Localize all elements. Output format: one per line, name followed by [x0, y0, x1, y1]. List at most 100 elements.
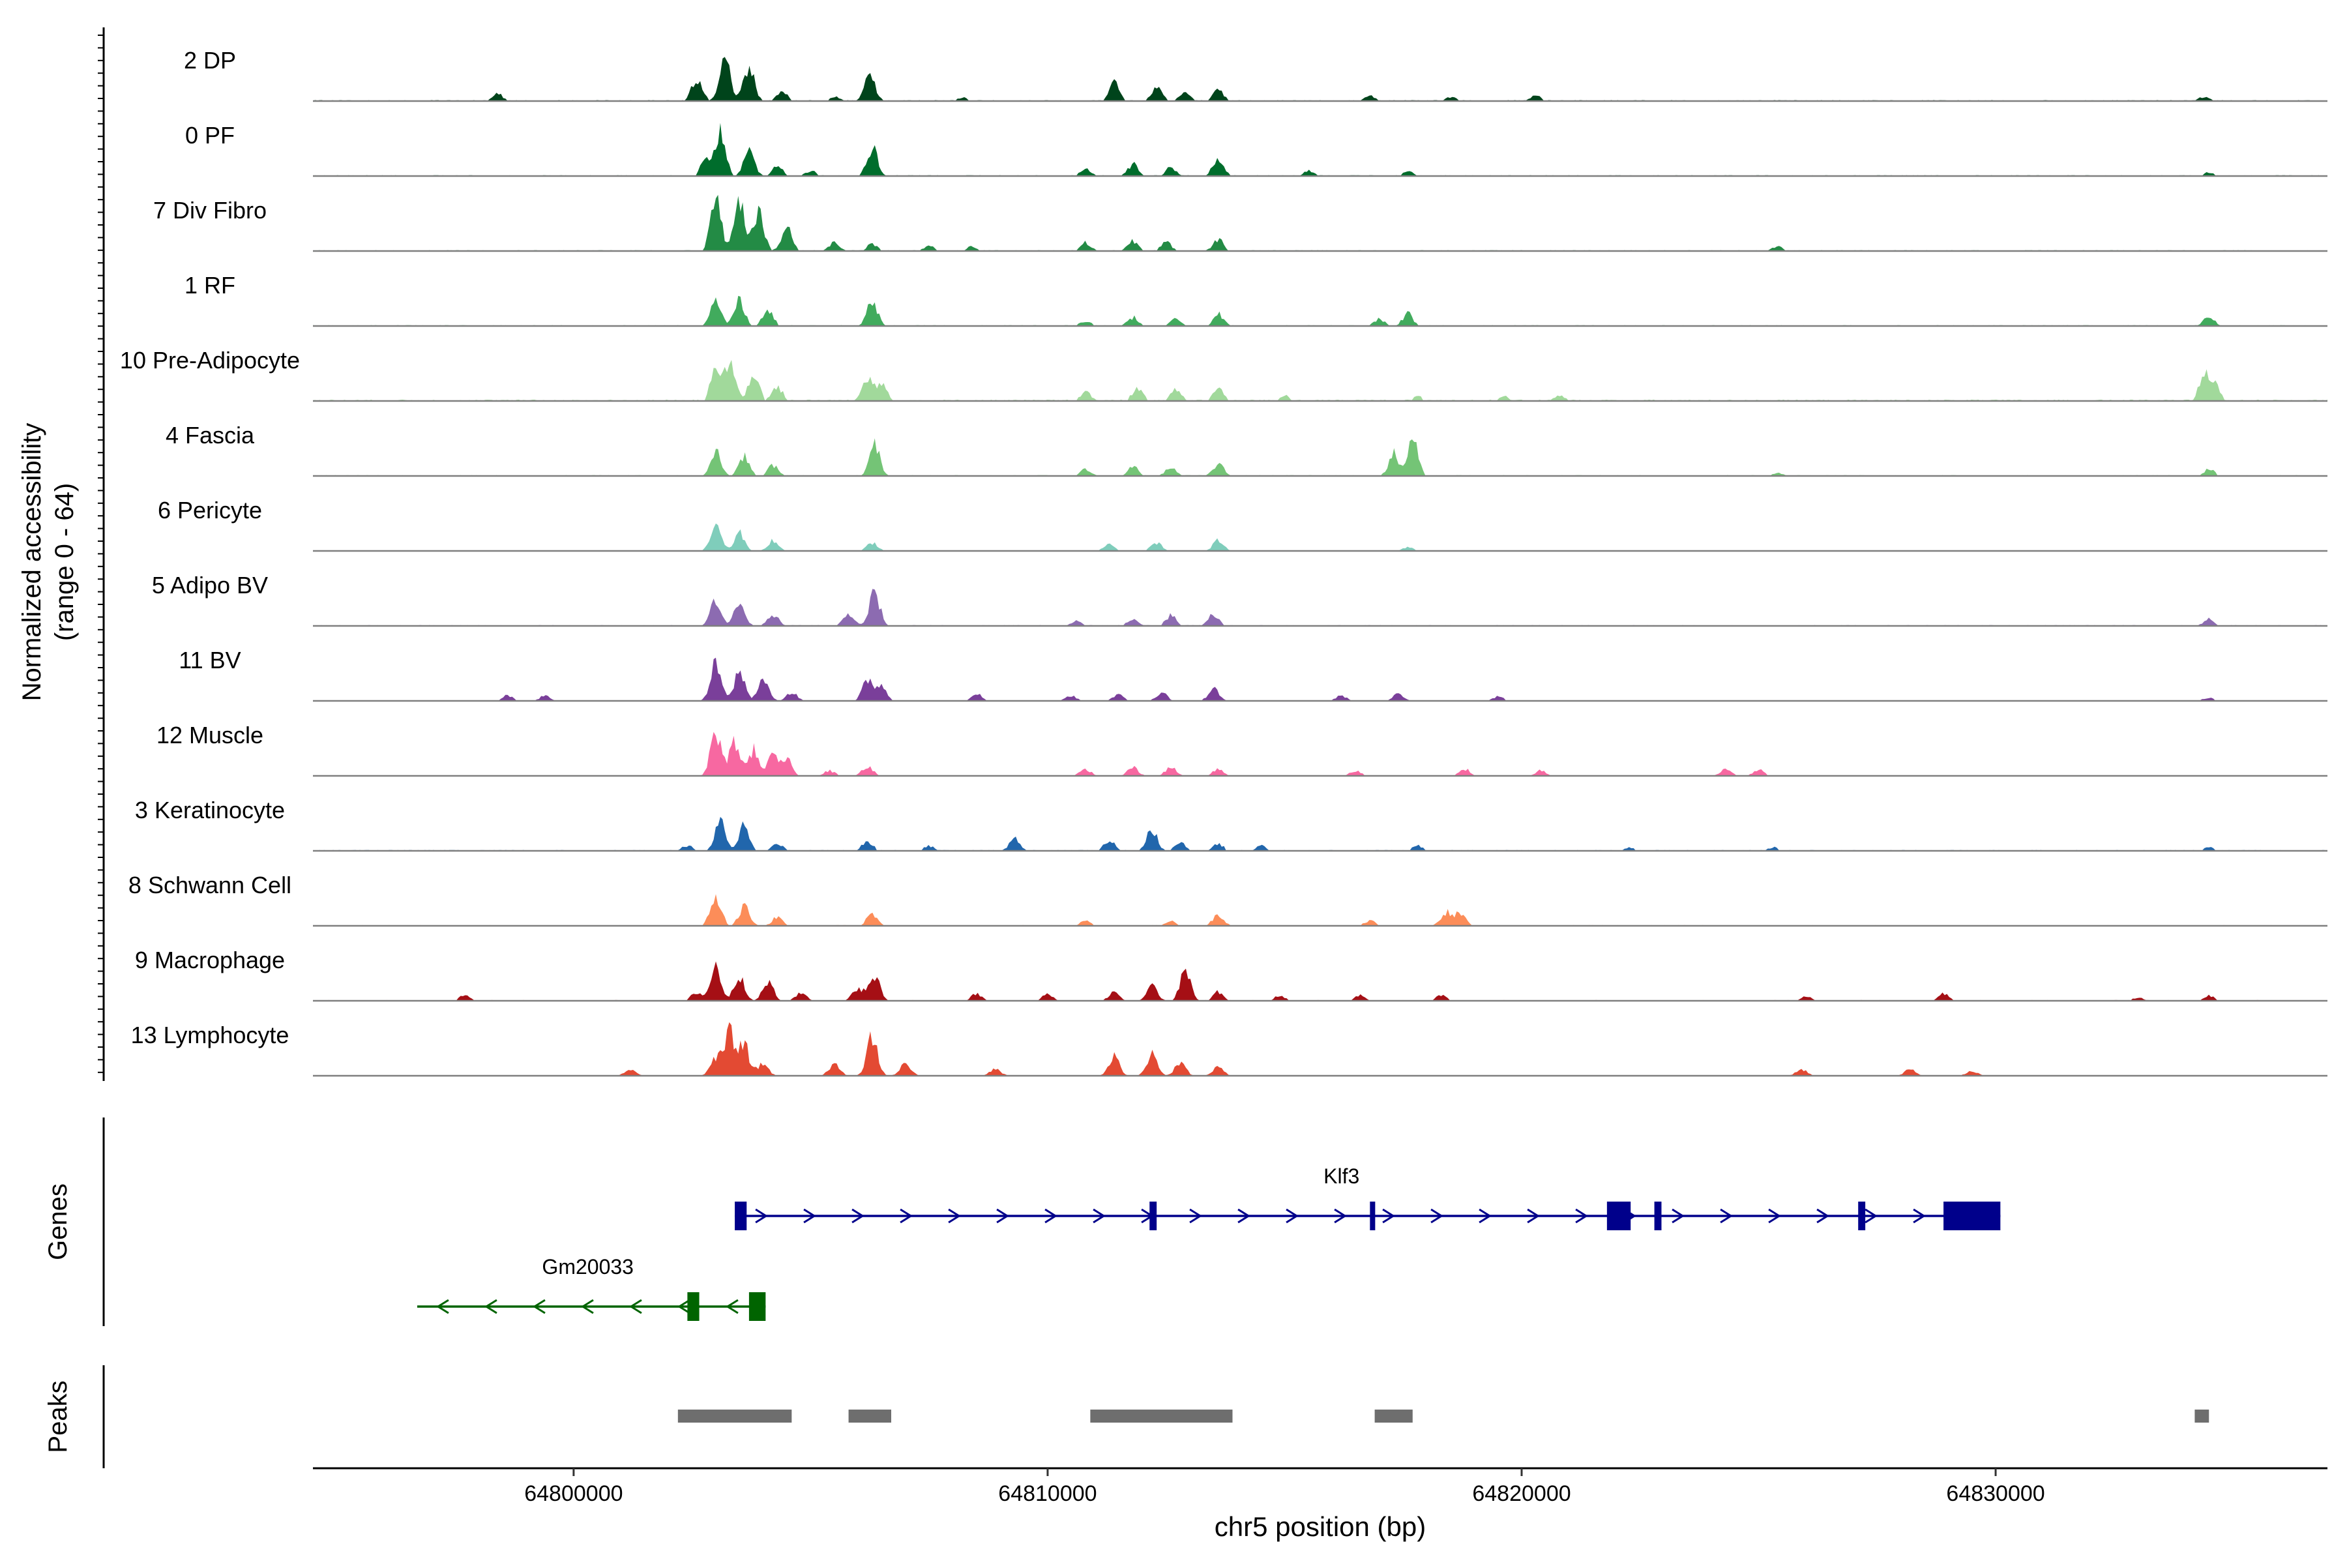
strand-chevron: [996, 1208, 1009, 1224]
peak-region: [848, 1410, 892, 1423]
strand-chevron: [1527, 1208, 1540, 1224]
coverage-area: [313, 295, 2327, 326]
track-label: 2 DP: [184, 47, 236, 74]
genes-panel-label: Genes: [44, 1183, 72, 1260]
strand-chevron: [1865, 1208, 1878, 1224]
peak-region: [1090, 1410, 1233, 1423]
track-5: 10 Pre-Adipocyte: [120, 347, 2327, 402]
accessibility-axis: [98, 27, 105, 1081]
strand-chevron: [1044, 1208, 1057, 1224]
track-9: 11 BV: [179, 647, 2327, 702]
coverage-tracks: 2 DP 0 PF 7 Div Fibro 1 RF 10 Pre-Adipocyte 4…: [120, 47, 2327, 1077]
track-7: 6 Pericyte: [158, 497, 2327, 552]
track-label: 0 PF: [185, 122, 235, 149]
coverage-area: [313, 961, 2327, 1001]
y-axis-label-line1: Normalized accessibility: [18, 423, 46, 702]
track-4: 1 RF: [185, 272, 2327, 327]
genes-track: Klf3 Gm20033: [417, 1164, 2001, 1321]
x-tick-label: 64810000: [998, 1481, 1097, 1506]
track-14: 13 Lymphocyte: [131, 1022, 2327, 1077]
track-label: 5 Adipo BV: [152, 572, 268, 599]
strand-chevron: [1816, 1208, 1829, 1224]
exon: [1149, 1202, 1157, 1230]
track-label: 8 Schwann Cell: [128, 872, 291, 898]
track-13: 9 Macrophage: [135, 947, 2327, 1002]
coverage-area: [313, 360, 2327, 401]
strand-chevron: [629, 1299, 642, 1314]
peaks-track: [677, 1410, 2209, 1423]
track-label: 4 Fascia: [166, 422, 255, 449]
gene-gm20033: Gm20033: [417, 1255, 766, 1321]
peak-region: [1374, 1410, 1413, 1423]
x-tick-label: 64800000: [524, 1481, 623, 1506]
exon: [1370, 1202, 1376, 1230]
strand-chevron: [1575, 1208, 1588, 1224]
track-label: 9 Macrophage: [135, 947, 285, 973]
coverage-area: [313, 123, 2327, 176]
strand-chevron: [1672, 1208, 1685, 1224]
x-axis: 64800000 64810000 64820000 64830000: [524, 1468, 2045, 1506]
strand-chevron: [484, 1299, 497, 1314]
strand-chevron: [900, 1208, 913, 1224]
exon: [735, 1202, 747, 1230]
strand-chevron: [533, 1299, 546, 1314]
strand-chevron: [726, 1299, 739, 1314]
peaks-panel-label: Peaks: [44, 1380, 72, 1453]
track-11: 3 Keratinocyte: [135, 797, 2327, 852]
track-label: 7 Div Fibro: [153, 197, 267, 224]
gene-name: Klf3: [1323, 1164, 1359, 1188]
coverage-area: [313, 1022, 2327, 1076]
coverage-area: [313, 194, 2327, 251]
x-tick-label: 64820000: [1472, 1481, 1571, 1506]
x-axis-label: chr5 position (bp): [1215, 1511, 1426, 1542]
gene-klf3: Klf3: [735, 1164, 2001, 1230]
track-6: 4 Fascia: [166, 422, 2327, 477]
coverage-area: [313, 589, 2327, 626]
strand-chevron: [677, 1299, 690, 1314]
coverage-area: [313, 816, 2327, 851]
exon: [687, 1292, 700, 1321]
track-label: 6 Pericyte: [158, 497, 262, 524]
peak-region: [2194, 1410, 2209, 1423]
gene-name: Gm20033: [542, 1255, 634, 1279]
coverage-area: [313, 894, 2327, 926]
strand-chevron: [1093, 1208, 1106, 1224]
peak-region: [677, 1410, 792, 1423]
strand-chevron: [1479, 1208, 1492, 1224]
strand-chevron: [1286, 1208, 1299, 1224]
strand-chevron: [1334, 1208, 1347, 1224]
strand-chevron: [1913, 1208, 1926, 1224]
exon: [1943, 1202, 2001, 1230]
strand-chevron: [1382, 1208, 1395, 1224]
track-label: 13 Lymphocyte: [131, 1022, 289, 1048]
coverage-area: [313, 523, 2327, 551]
exon: [1654, 1202, 1662, 1230]
strand-chevron: [1189, 1208, 1202, 1224]
coverage-area: [313, 438, 2327, 476]
exon: [1606, 1202, 1631, 1230]
exon: [748, 1292, 766, 1321]
track-12: 8 Schwann Cell: [128, 872, 2327, 927]
track-label: 12 Muscle: [156, 722, 263, 748]
exon: [1858, 1202, 1866, 1230]
track-2: 0 PF: [185, 122, 2327, 177]
track-1: 2 DP: [184, 47, 2327, 102]
track-10: 12 Muscle: [156, 722, 2327, 777]
strand-chevron: [755, 1208, 768, 1224]
strand-chevron: [1430, 1208, 1443, 1224]
strand-chevron: [851, 1208, 864, 1224]
strand-chevron: [948, 1208, 961, 1224]
strand-chevron: [1720, 1208, 1733, 1224]
x-tick-label: 64830000: [1946, 1481, 2044, 1506]
track-label: 11 BV: [179, 647, 241, 673]
coverage-area: [313, 57, 2327, 101]
strand-chevron: [803, 1208, 816, 1224]
strand-chevron: [436, 1299, 449, 1314]
track-label: 1 RF: [185, 272, 235, 299]
coverage-area: [313, 732, 2327, 776]
track-8: 5 Adipo BV: [152, 572, 2327, 627]
y-axis-label-line2: (range 0 - 64): [50, 483, 79, 641]
strand-chevron: [1237, 1208, 1250, 1224]
